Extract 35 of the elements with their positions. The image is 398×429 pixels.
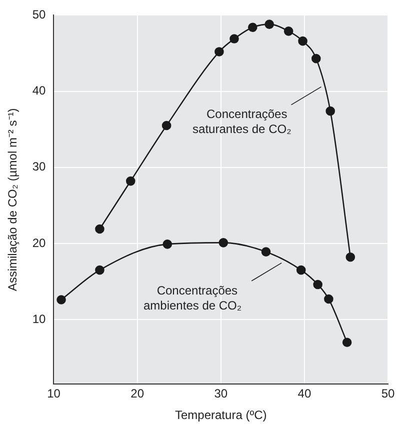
point — [162, 240, 172, 249]
x-axis-title: Temperatura (ºC) — [175, 408, 267, 422]
point — [218, 238, 228, 248]
point — [326, 106, 335, 116]
text: Concentrações ambientes de CO₂ — [144, 283, 242, 312]
point — [162, 120, 172, 130]
point — [95, 224, 104, 234]
point — [342, 338, 352, 348]
point — [264, 20, 274, 29]
point — [126, 176, 136, 186]
y-tick-label: 30 — [32, 160, 46, 174]
x-tick-label: 10 — [47, 386, 61, 401]
point — [248, 22, 258, 32]
y-tick-label: 10 — [32, 312, 46, 326]
point — [296, 265, 306, 275]
x-tick-label: 20 — [130, 386, 144, 401]
x-tick-label: 40 — [298, 386, 312, 401]
point — [346, 252, 356, 262]
y-tick-label: 40 — [32, 84, 46, 98]
point — [311, 54, 321, 64]
point — [284, 26, 294, 36]
point — [313, 280, 322, 290]
point — [56, 295, 66, 304]
x-tick-label: 30 — [214, 386, 228, 401]
point — [261, 247, 271, 256]
point — [214, 47, 224, 56]
series-label: Concentrações saturantes de CO₂ — [192, 107, 292, 136]
y-tick-label: 20 — [32, 236, 46, 250]
point — [324, 294, 334, 304]
point — [230, 34, 239, 44]
x-tick-label: 50 — [381, 386, 395, 401]
y-tick-label: 50 — [32, 8, 46, 22]
point — [298, 36, 308, 46]
point — [95, 265, 104, 275]
y-axis-title: Assimilação de CO₂ (µmol m⁻² s⁻¹) — [6, 108, 20, 292]
